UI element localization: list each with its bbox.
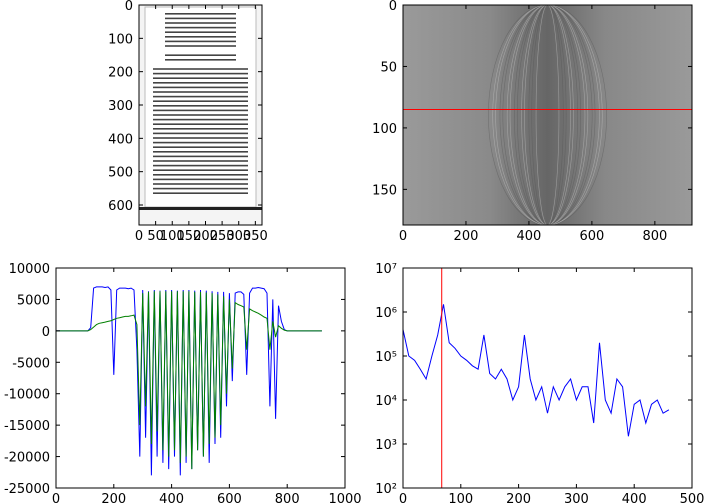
x-tick-label: 0 [52, 492, 60, 503]
image-text-line [153, 174, 248, 176]
image-text-line [153, 86, 248, 89]
image-text-line [153, 141, 248, 144]
x-tick-label: 0 [399, 492, 407, 503]
image-text-line [153, 123, 248, 125]
x-tick-label: 200 [101, 492, 126, 503]
image-text-line [165, 40, 236, 43]
y-tick-label: 300 [108, 99, 133, 114]
image-sinogram [403, 5, 692, 225]
image-text-line [153, 137, 248, 139]
y-tick-label: 10⁵ [375, 350, 397, 365]
y-tick-label: -15000 [4, 419, 50, 434]
image-text-line [153, 82, 248, 84]
y-tick-label: 10⁴ [375, 394, 397, 409]
image-text-line [153, 114, 248, 116]
image-text-line [165, 54, 236, 56]
y-tick-label: -20000 [4, 451, 50, 466]
y-tick-label: -5000 [12, 356, 50, 371]
x-tick-label: 600 [579, 229, 604, 244]
x-tick-label: 250 [210, 229, 235, 244]
plot-area [403, 268, 692, 488]
y-tick-label: 100 [108, 32, 133, 47]
y-tick-label: 10000 [9, 262, 50, 277]
x-tick-label: 800 [275, 492, 300, 503]
y-tick-label: 600 [108, 199, 133, 214]
image-text-line [153, 68, 248, 70]
image-text-line [153, 128, 248, 130]
image-text-line [165, 17, 236, 20]
x-tick-label: 300 [226, 229, 251, 244]
image-text-line [153, 164, 248, 167]
image-text-line [153, 100, 248, 102]
y-tick-label: -10000 [4, 388, 50, 403]
image-text-line [153, 95, 248, 98]
image-text-line [153, 72, 248, 75]
y-tick-label: 5000 [17, 293, 50, 308]
y-tick-label: 150 [372, 183, 397, 198]
x-tick-label: 500 [680, 492, 704, 503]
image-text-line [153, 77, 248, 79]
axes-frame [138, 4, 263, 226]
y-tick-label: 10⁷ [375, 262, 397, 277]
image-text-line [153, 109, 248, 112]
line-series [56, 286, 322, 476]
x-tick-label: 1000 [328, 492, 361, 503]
image-text-line [153, 105, 248, 107]
x-tick-label: 300 [564, 492, 589, 503]
image-text-line [153, 178, 248, 181]
image-text-line [153, 155, 248, 158]
x-tick-label: 800 [642, 229, 667, 244]
y-tick-label: 0 [389, 0, 397, 14]
y-tick-label: -25000 [4, 482, 50, 497]
y-tick-label: 100 [372, 122, 397, 137]
image-text-line [165, 59, 236, 61]
image-text-line [165, 22, 236, 24]
y-tick-label: 50 [380, 60, 397, 75]
image-text-line [165, 26, 236, 29]
y-tick-label: 10³ [375, 438, 397, 453]
x-tick-label: 350 [243, 229, 268, 244]
image-text-line [165, 31, 236, 33]
y-tick-label: 10² [375, 482, 397, 497]
line-series [403, 304, 670, 437]
image-text-line [153, 91, 248, 93]
image-text-line [153, 160, 248, 162]
x-tick-label: 50 [147, 229, 164, 244]
y-tick-label: 0 [42, 325, 50, 340]
y-tick-label: 10⁶ [375, 306, 397, 321]
y-tick-label: 400 [108, 132, 133, 147]
image-text-line [165, 45, 236, 47]
x-tick-label: 400 [517, 229, 542, 244]
x-tick-label: 150 [176, 229, 201, 244]
x-tick-label: 100 [160, 229, 185, 244]
x-tick-label: 400 [159, 492, 184, 503]
image-page-edge [139, 207, 262, 210]
axes-frame [402, 4, 693, 226]
image-text-line [153, 183, 248, 185]
y-tick-label: 500 [108, 166, 133, 181]
x-tick-label: 200 [454, 229, 479, 244]
line-series [56, 291, 322, 470]
image-text-line [153, 132, 248, 135]
y-tick-label: 0 [125, 0, 133, 14]
x-tick-label: 400 [622, 492, 647, 503]
x-tick-label: 0 [135, 229, 143, 244]
image-text-line [153, 151, 248, 153]
y-tick-label: 200 [108, 66, 133, 81]
image-text-line [153, 118, 248, 121]
x-tick-label: 0 [399, 229, 407, 244]
x-tick-label: 600 [217, 492, 242, 503]
image-text-line [165, 36, 236, 38]
image-text-line [153, 192, 248, 194]
axes-frame [402, 267, 693, 489]
image-text-line [153, 146, 248, 148]
x-tick-label: 200 [506, 492, 531, 503]
image-text-line [153, 187, 248, 190]
image-text-line [165, 13, 236, 15]
x-tick-label: 100 [448, 492, 473, 503]
axes-frame [55, 267, 346, 489]
image-text-line [153, 169, 248, 171]
x-tick-label: 200 [193, 229, 218, 244]
